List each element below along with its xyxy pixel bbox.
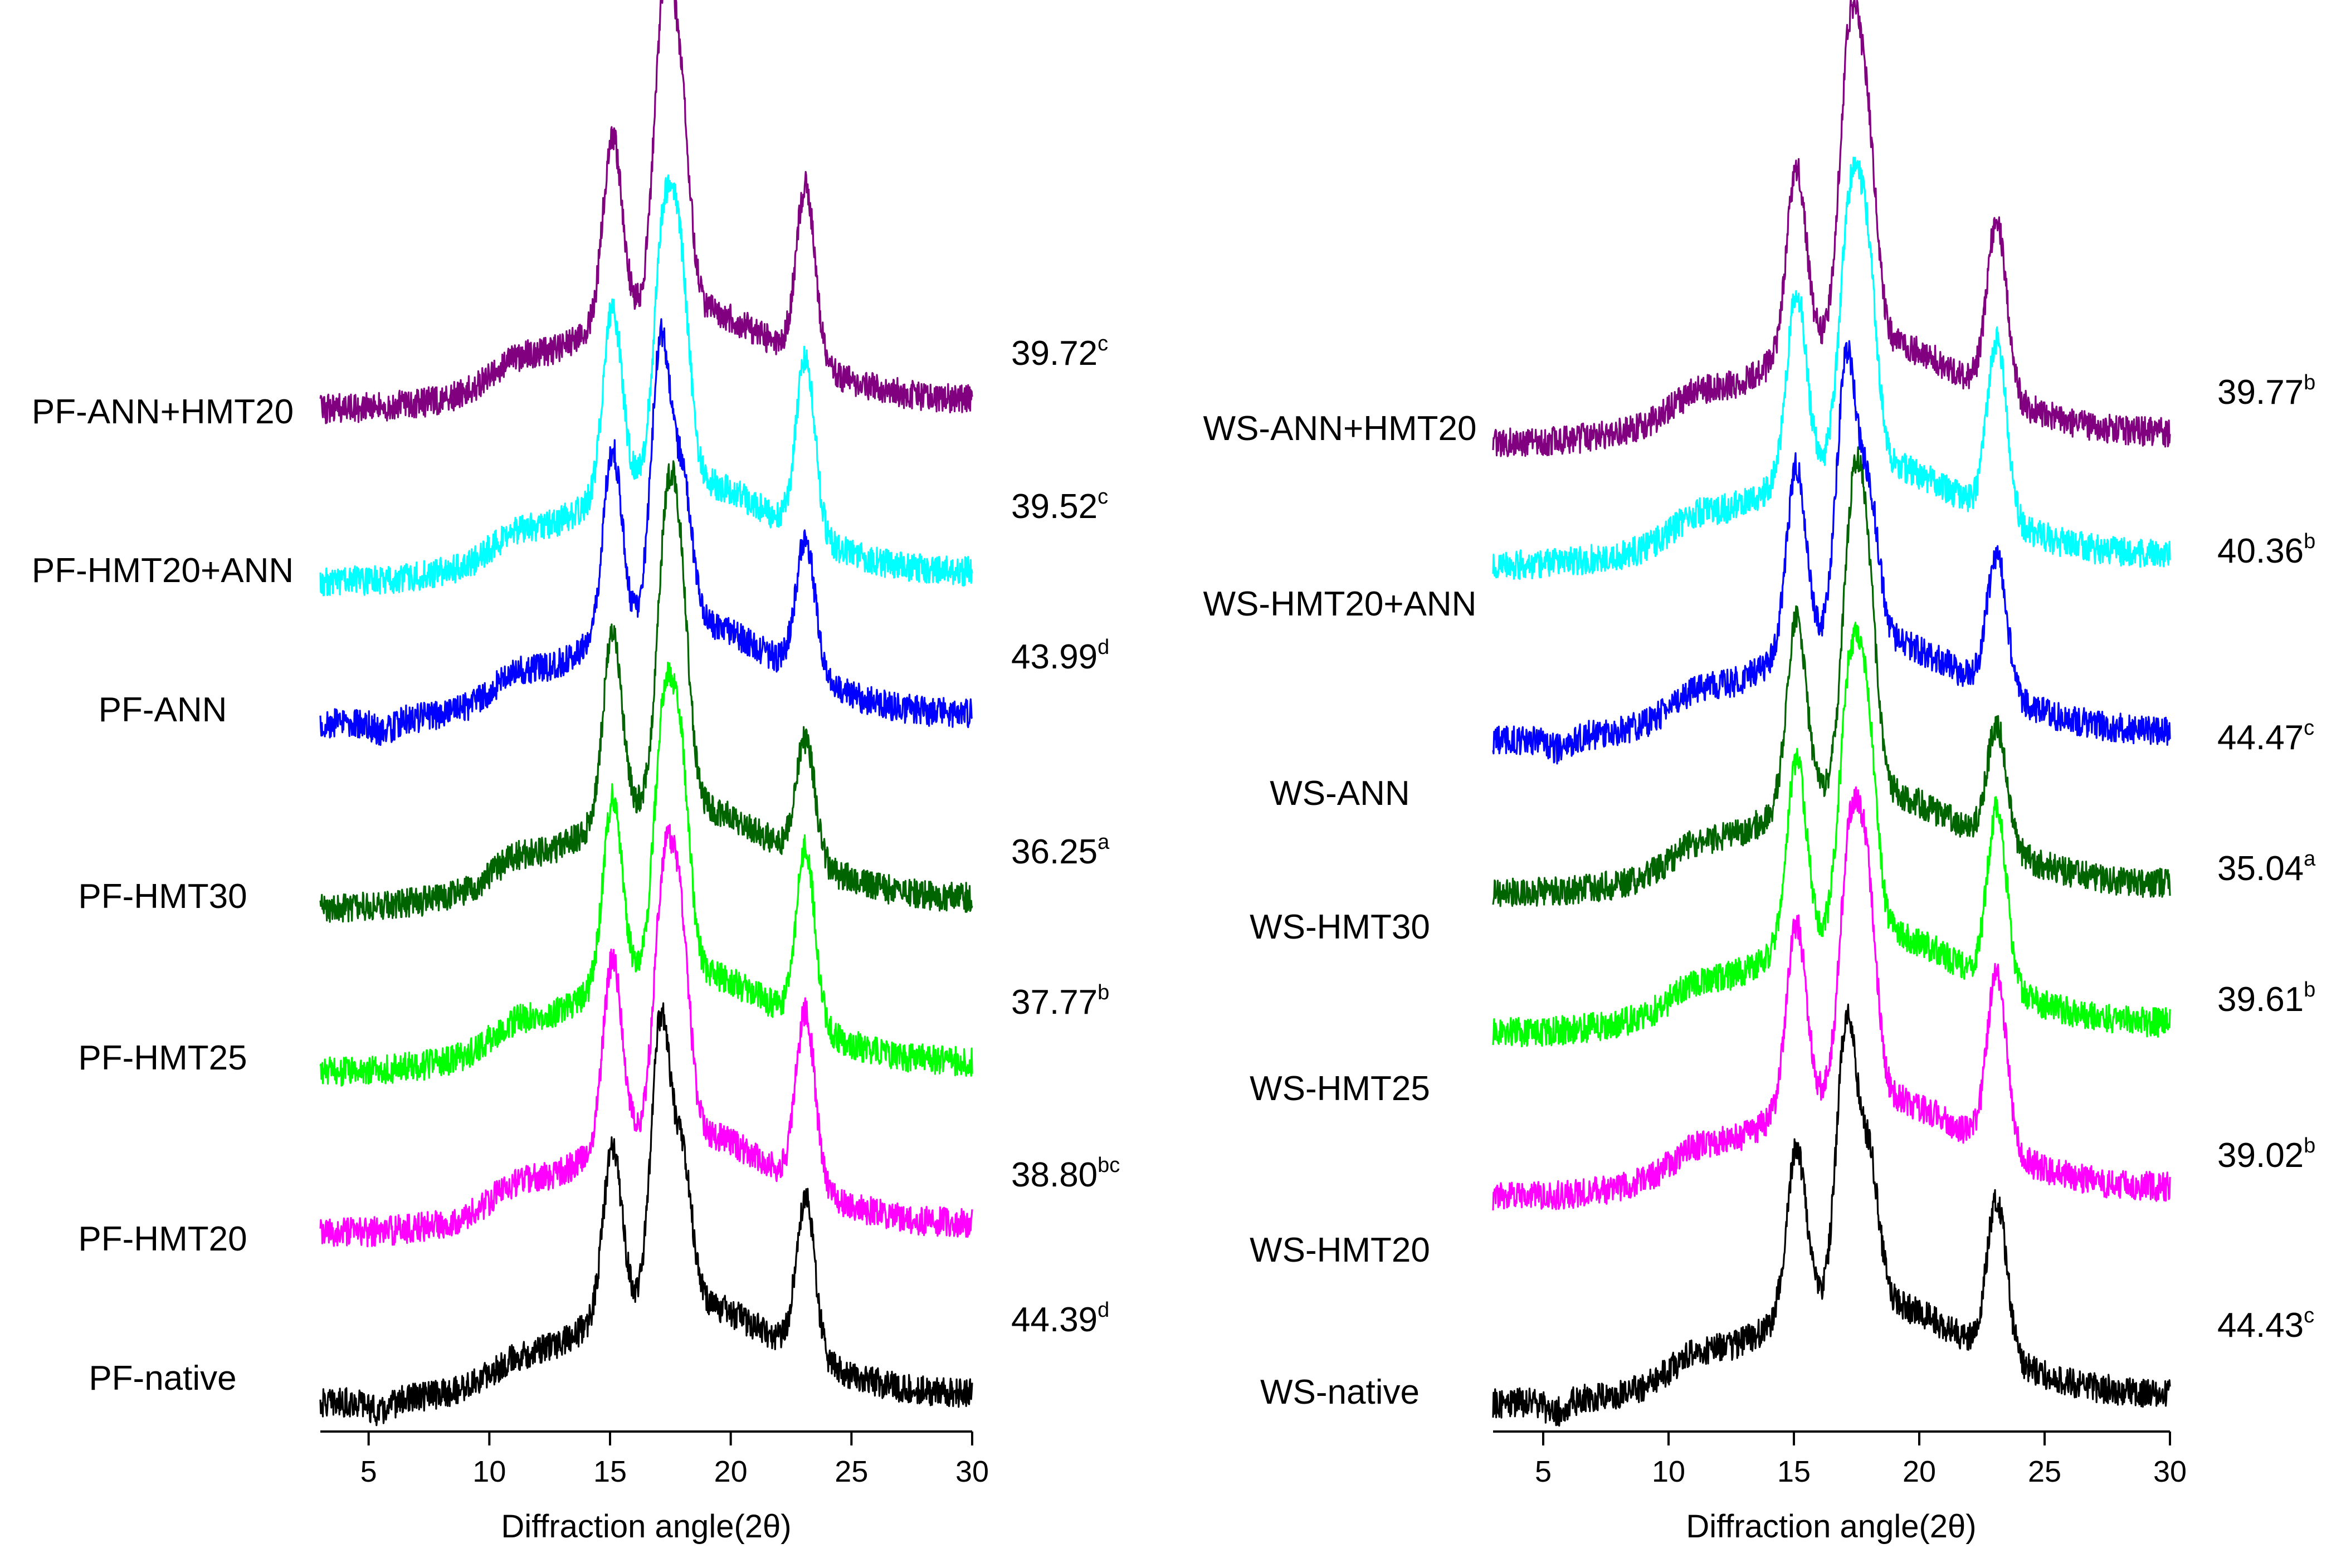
right-curve-ws-hmt30 bbox=[1492, 446, 2171, 907]
right-sample-label: WS-HMT20+ANN bbox=[1203, 585, 1477, 623]
right-curve-ws-ann bbox=[1492, 340, 2171, 765]
left-curve-pf-ann bbox=[319, 318, 973, 746]
right-sample-label: WS-ANN+HMT20 bbox=[1203, 409, 1477, 448]
right-sample-label: WS-ANN bbox=[1270, 774, 1409, 813]
crystallinity-number: 44.43 bbox=[2217, 1306, 2304, 1345]
right-x-tick-label-20: 20 bbox=[1903, 1455, 1936, 1488]
crystallinity-number: 39.02 bbox=[2217, 1136, 2304, 1175]
crystallinity-number: 35.04 bbox=[2217, 849, 2304, 888]
left-curve-pf-hmt25 bbox=[319, 661, 973, 1087]
crystallinity-number: 38.80 bbox=[1011, 1156, 1098, 1194]
right-x-tick-label-30: 30 bbox=[2153, 1455, 2187, 1488]
left-x-tick-label-30: 30 bbox=[955, 1455, 989, 1488]
left-x-axis-title: Diffraction angle(2θ) bbox=[501, 1508, 791, 1545]
crystallinity-number: 39.52 bbox=[1011, 487, 1098, 526]
right-curve-ws-hmt25 bbox=[1492, 622, 2171, 1048]
right-crystallinity-value: 35.04a bbox=[2217, 847, 2316, 888]
right-sample-label: WS-HMT30 bbox=[1250, 908, 1430, 946]
left-curve-pf-ann-hmt20 bbox=[319, 0, 973, 424]
significance-letter: c bbox=[1098, 332, 1108, 355]
crystallinity-number: 44.47 bbox=[2217, 719, 2304, 757]
significance-letter: bc bbox=[1098, 1154, 1120, 1177]
right-curve-ws-hmt20 bbox=[1492, 786, 2171, 1211]
left-crystallinity-value: 43.99d bbox=[1011, 636, 1109, 676]
left-crystallinity-value: 37.77b bbox=[1011, 981, 1109, 1022]
right-crystallinity-value: 44.47c bbox=[2217, 716, 2314, 757]
crystallinity-number: 39.77 bbox=[2217, 373, 2304, 412]
crystallinity-number: 43.99 bbox=[1011, 638, 1098, 676]
right-sample-label: WS-native bbox=[1260, 1373, 1420, 1411]
left-sample-label: PF-native bbox=[89, 1359, 236, 1398]
significance-letter: b bbox=[2304, 530, 2315, 553]
left-curve-pf-native bbox=[319, 1002, 973, 1427]
significance-letter: a bbox=[1098, 831, 1110, 854]
right-x-tick-label-15: 15 bbox=[1777, 1455, 1811, 1488]
right-curve-ws-ann-hmt20 bbox=[1492, 0, 2171, 457]
left-sample-label: PF-HMT30 bbox=[78, 877, 247, 916]
right-curves bbox=[1492, 0, 2171, 1427]
left-sample-label: PF-HMT25 bbox=[78, 1039, 247, 1077]
left-sample-labels: PF-native PF-HMT20 PF-HMT25 PF-HMT30 PF-ANN P… bbox=[32, 393, 294, 1398]
left-sample-label: PF-HMT20 bbox=[78, 1220, 247, 1258]
left-curve-pf-hmt30 bbox=[319, 460, 973, 923]
right-crystallinity-value: 39.77b bbox=[2217, 371, 2315, 412]
significance-letter: b bbox=[1098, 981, 1109, 1004]
significance-letter: d bbox=[1098, 1298, 1109, 1322]
crystallinity-number: 40.36 bbox=[2217, 532, 2304, 570]
significance-letter: c bbox=[2304, 716, 2314, 740]
left-crystallinity-value: 38.80bc bbox=[1011, 1154, 1120, 1194]
left-value-labels: 44.39d38.80bc37.77b36.25a43.99d39.52c39.… bbox=[1011, 332, 1120, 1339]
right-x-tick-label-10: 10 bbox=[1652, 1455, 1685, 1488]
left-curves bbox=[319, 0, 973, 1427]
left-x-tick-label-20: 20 bbox=[714, 1455, 748, 1488]
right-crystallinity-value: 39.61b bbox=[2217, 978, 2315, 1019]
left-curve-pf-hmt20 bbox=[319, 824, 973, 1248]
right-x-axis-title: Diffraction angle(2θ) bbox=[1686, 1508, 1976, 1545]
significance-letter: b bbox=[2304, 978, 2315, 1002]
right-sample-labels: WS-native WS-HMT20 WS-HMT25 WS-HMT30 WS-ANN W… bbox=[1203, 409, 1477, 1411]
significance-letter: b bbox=[2304, 1134, 2315, 1157]
left-sample-label: PF-ANN+HMT20 bbox=[32, 393, 294, 431]
left-sample-label: PF-ANN bbox=[99, 691, 227, 729]
significance-letter: a bbox=[2304, 847, 2316, 871]
left-x-tick-label-15: 15 bbox=[593, 1455, 627, 1488]
right-crystallinity-value: 39.02b bbox=[2217, 1134, 2315, 1175]
right-panel: 5 10 15 20 25 30 Diffraction angle(2θ) WS-nat… bbox=[1203, 0, 2316, 1545]
right-x-tick-label-5: 5 bbox=[1535, 1455, 1552, 1488]
crystallinity-number: 44.39 bbox=[1011, 1301, 1098, 1339]
crystallinity-number: 37.77 bbox=[1011, 983, 1098, 1022]
right-value-labels: 44.43c39.02b39.61b35.04a44.47c40.36b39.7… bbox=[2217, 371, 2316, 1345]
crystallinity-number: 39.61 bbox=[2217, 980, 2304, 1019]
crystallinity-number: 39.72 bbox=[1011, 334, 1098, 373]
right-x-tick-label-25: 25 bbox=[2028, 1455, 2061, 1488]
left-sample-label: PF-HMT20+ANN bbox=[32, 551, 294, 590]
significance-letter: b bbox=[2304, 371, 2315, 394]
left-curve-pf-hmt20-ann bbox=[319, 174, 973, 597]
left-ticks: 5 10 15 20 25 30 bbox=[360, 1432, 989, 1488]
right-sample-label: WS-HMT25 bbox=[1250, 1069, 1430, 1108]
left-x-tick-label-5: 5 bbox=[360, 1455, 377, 1488]
right-ticks: 5 10 15 20 25 30 bbox=[1535, 1432, 2187, 1488]
significance-letter: d bbox=[1098, 636, 1109, 659]
right-curve-ws-native bbox=[1492, 1003, 2171, 1427]
crystallinity-number: 36.25 bbox=[1011, 833, 1098, 871]
right-crystallinity-value: 44.43c bbox=[2217, 1304, 2314, 1345]
right-sample-label: WS-HMT20 bbox=[1250, 1231, 1430, 1269]
left-crystallinity-value: 39.52c bbox=[1011, 485, 1108, 526]
left-crystallinity-value: 36.25a bbox=[1011, 831, 1110, 871]
left-x-tick-label-10: 10 bbox=[472, 1455, 506, 1488]
left-crystallinity-value: 44.39d bbox=[1011, 1298, 1109, 1339]
right-curve-ws-hmt20-ann bbox=[1492, 157, 2171, 580]
significance-letter: c bbox=[1098, 485, 1108, 509]
significance-letter: c bbox=[2304, 1304, 2314, 1327]
right-crystallinity-value: 40.36b bbox=[2217, 530, 2315, 570]
left-crystallinity-value: 39.72c bbox=[1011, 332, 1108, 373]
left-panel: 5 10 15 20 25 30 Diffraction angle(2θ) PF-nat… bbox=[32, 0, 1120, 1545]
left-x-tick-label-25: 25 bbox=[835, 1455, 868, 1488]
